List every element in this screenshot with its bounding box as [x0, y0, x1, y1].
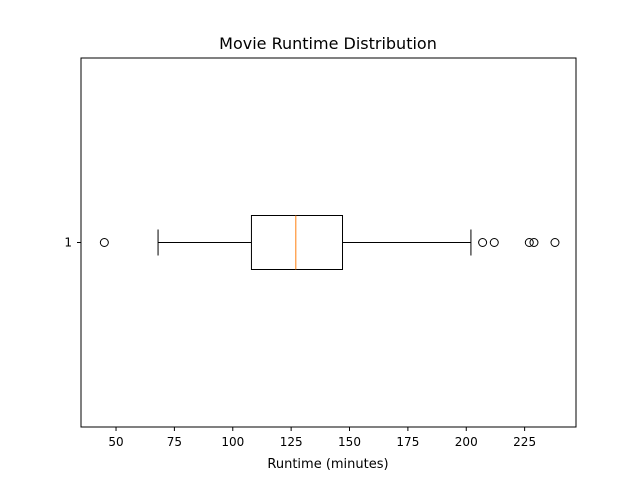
outlier-point: [529, 238, 539, 247]
chart-title: Movie Runtime Distribution: [219, 34, 437, 53]
x-axis: 50 75 100 125 150 175 200 225: [108, 427, 536, 449]
x-tick-label: 50: [108, 435, 123, 449]
outlier-point: [489, 238, 499, 247]
y-axis: 1: [64, 236, 81, 250]
outlier-point: [99, 238, 109, 247]
box-group: [99, 215, 560, 270]
x-tick-label: 125: [280, 435, 303, 449]
x-tick-label: 225: [513, 435, 536, 449]
outlier-point: [524, 238, 534, 247]
x-tick-label: 175: [396, 435, 419, 449]
x-tick-label: 150: [338, 435, 361, 449]
x-tick-label: 100: [221, 435, 244, 449]
x-tick-label: 75: [167, 435, 182, 449]
outlier-point: [550, 238, 560, 247]
x-axis-label: Runtime (minutes): [267, 457, 388, 472]
plot-area: [80, 57, 577, 428]
interquartile-box: [250, 215, 344, 270]
outlier-point: [478, 238, 488, 247]
y-tick-label: 1: [64, 236, 72, 250]
x-tick-label: 200: [455, 435, 478, 449]
